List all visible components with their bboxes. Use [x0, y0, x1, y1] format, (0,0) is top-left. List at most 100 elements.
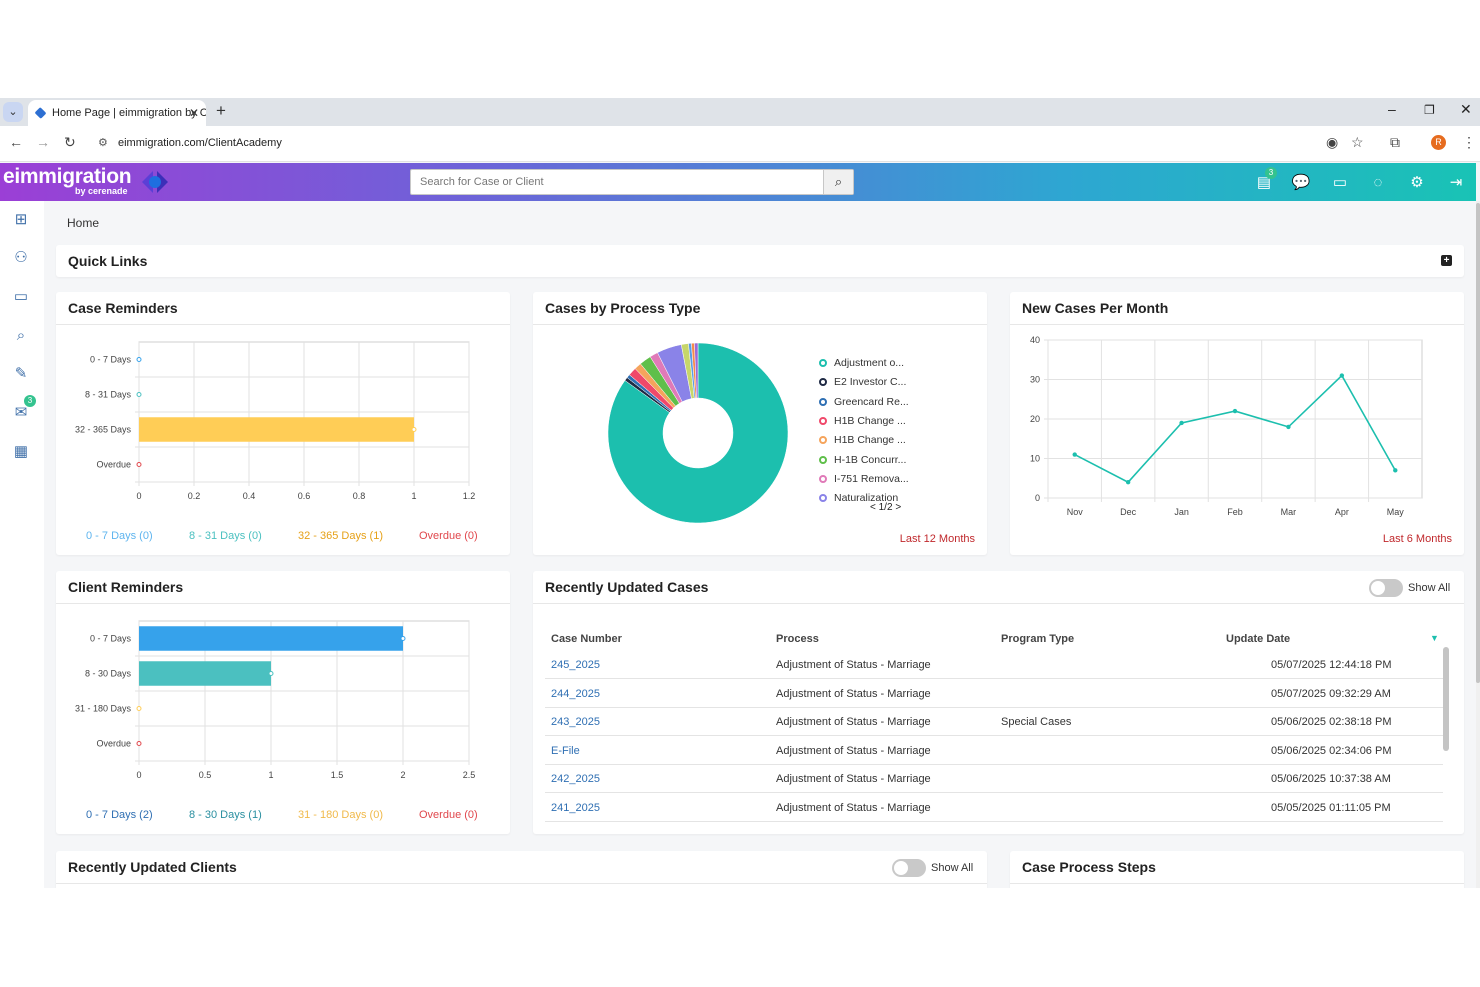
pie-slice	[694, 342, 699, 399]
settings-gear-icon[interactable]: ⚙	[1410, 174, 1424, 191]
table-row[interactable]: 241_2025 Adjustment of Status - Marriage 0…	[545, 794, 1443, 822]
update-date-cell: 05/06/2025 10:37:38 AM	[1271, 773, 1391, 786]
recent-clients-title: Recently Updated Clients	[68, 859, 237, 875]
pager-prev-icon[interactable]: <	[870, 502, 876, 513]
col-process[interactable]: Process	[776, 633, 819, 645]
line-point	[1286, 424, 1291, 430]
table-row[interactable]: 245_2025 Adjustment of Status - Marriage 0…	[545, 651, 1443, 679]
extensions-icon[interactable]: ⧉	[1390, 134, 1400, 150]
search-icon[interactable]: ⌕	[16, 327, 26, 344]
notification-badge: 3	[1265, 167, 1277, 179]
star-icon[interactable]: ☆	[1351, 134, 1364, 150]
case-number-link[interactable]: E-File	[551, 744, 580, 757]
sort-desc-icon[interactable]: ▼	[1430, 633, 1439, 643]
line-series	[1074, 374, 1396, 484]
chat-icon[interactable]: 💬	[1291, 174, 1311, 191]
tab-title: Home Page | eimmigration by C	[52, 107, 206, 119]
browser-tab[interactable]: Home Page | eimmigration by C ✕	[28, 100, 206, 126]
reload-icon[interactable]: ↻	[64, 134, 76, 150]
client-rem-category-label: 8 - 30 Days	[85, 669, 132, 679]
logout-icon[interactable]: ⇥	[1449, 174, 1463, 191]
line-ytick: 30	[1030, 375, 1040, 385]
profile-avatar[interactable]: R	[1431, 135, 1446, 150]
restore-icon[interactable]: ❐	[1424, 103, 1435, 117]
search-input[interactable]	[411, 170, 823, 194]
case-rem-bar-point	[136, 462, 142, 467]
new-cases-range-label: Last 6 Months	[1382, 533, 1452, 545]
pager-next-icon[interactable]: >	[895, 502, 902, 513]
case-number-link[interactable]: 245_2025	[551, 659, 600, 671]
case-legend-8-31[interactable]: 8 - 31 Days (0)	[189, 530, 262, 542]
case-legend-32-365[interactable]: 32 - 365 Days (1)	[298, 530, 383, 542]
show-all-cases-toggle[interactable]	[1369, 579, 1403, 597]
process-cell: Adjustment of Status - Marriage	[776, 659, 931, 671]
case-legend-overdue[interactable]: Overdue (0)	[419, 530, 478, 542]
table-row[interactable]: 243_2025 Adjustment of Status - Marriage S…	[545, 708, 1443, 737]
case-steps-card: Case Process Steps	[1010, 851, 1464, 888]
pie-legend-label: I-751 Remova...	[834, 472, 909, 485]
app-header: eimmigration by cerenade ⌕ ▤3 💬 ▭ ◌ ⚙ ⇥	[0, 163, 1476, 201]
recent-clients-card: Recently Updated Clients Show All	[56, 851, 987, 888]
case-reminders-title: Case Reminders	[68, 300, 178, 316]
window-close-icon[interactable]: ✕	[1460, 101, 1472, 117]
recent-cases-card: Recently Updated Cases Show All Case Num…	[533, 571, 1464, 834]
col-program-type[interactable]: Program Type	[1001, 633, 1075, 645]
sms-icon[interactable]: ▭	[1332, 174, 1348, 191]
tab-close-icon[interactable]: ✕	[188, 106, 199, 120]
help-chat-icon[interactable]: ◌	[1373, 174, 1383, 191]
eye-icon[interactable]: ◉	[1326, 134, 1339, 150]
client-legend-8-30[interactable]: 8 - 30 Days (1)	[189, 809, 262, 821]
case-number-link[interactable]: 243_2025	[551, 716, 600, 729]
table-row[interactable]: 242_2025 Adjustment of Status - Marriage 0…	[545, 765, 1443, 794]
client-rem-bar-point	[400, 636, 406, 641]
forward-icon[interactable]: →	[36, 134, 50, 150]
case-number-link[interactable]: 241_2025	[551, 802, 600, 814]
col-case-number[interactable]: Case Number	[551, 633, 622, 645]
client-legend-0-7[interactable]: 0 - 7 Days (2)	[86, 809, 153, 821]
pie-legend-label: H-1B Concurr...	[834, 453, 907, 466]
url-text[interactable]: eimmigration.com/ClientAcademy	[118, 137, 282, 149]
case-number-link[interactable]: 244_2025	[551, 687, 600, 700]
col-update-date[interactable]: Update Date	[1226, 633, 1291, 645]
line-xtick: Jan	[1174, 507, 1189, 517]
new-tab-icon[interactable]: +	[216, 101, 226, 120]
notifications-icon[interactable]: ▤ 3	[1253, 167, 1277, 194]
client-rem-bar-point	[136, 706, 142, 711]
show-all-clients-toggle[interactable]	[892, 859, 926, 877]
table-row[interactable]: E-File Adjustment of Status - Marriage 05/…	[545, 737, 1443, 765]
folder-icon[interactable]: ▭	[13, 288, 29, 305]
line-point	[1339, 373, 1345, 378]
client-rem-category-label: 31 - 180 Days	[75, 704, 132, 714]
wrench-icon[interactable]: ✎	[14, 365, 28, 382]
table-row[interactable]: 244_2025 Adjustment of Status - Marriage 0…	[545, 680, 1443, 708]
more-menu-icon[interactable]: ⋮	[1462, 134, 1476, 150]
breadcrumb[interactable]: Home	[67, 216, 100, 230]
back-icon[interactable]: ←	[9, 134, 23, 150]
client-rem-xtick: 1.5	[331, 770, 344, 780]
site-info-icon[interactable]: ⚙	[98, 137, 108, 149]
case-reminders-card: Case Reminders 0 0.2 0.4 0.6 0.8 1 1.2 0 - 7 Da…	[56, 292, 510, 555]
update-date-cell: 05/07/2025 12:44:18 PM	[1271, 659, 1392, 671]
logo-text[interactable]: eimmigration	[3, 165, 132, 188]
client-legend-overdue[interactable]: Overdue (0)	[419, 809, 478, 821]
search-button[interactable]: ⌕	[823, 170, 853, 194]
tab-search-icon[interactable]: ⌄	[3, 102, 23, 122]
client-rem-category-label: Overdue	[96, 739, 131, 749]
client-legend-31-180[interactable]: 31 - 180 Days (0)	[298, 809, 383, 821]
case-legend-0-7[interactable]: 0 - 7 Days (0)	[86, 530, 153, 542]
pie-pager: < 1/2 >	[870, 502, 901, 513]
line-xtick: May	[1387, 507, 1405, 517]
case-number-link[interactable]: 242_2025	[551, 773, 600, 786]
add-case-icon[interactable]: ⊞	[14, 211, 28, 228]
table-scrollbar[interactable]	[1443, 647, 1449, 751]
clients-user-icon[interactable]: ⚇	[14, 249, 28, 266]
expand-plus-icon[interactable]: +	[1441, 255, 1452, 266]
pie-legend-label: Greencard Re...	[834, 395, 909, 408]
client-rem-xtick: 2	[400, 770, 405, 780]
minimize-icon[interactable]: –	[1388, 101, 1396, 117]
calendar-icon[interactable]: ▦	[13, 443, 29, 460]
client-rem-xtick: 0.5	[199, 770, 212, 780]
mail-icon[interactable]: ✉ 3	[10, 395, 36, 424]
page-scrollbar[interactable]	[1476, 201, 1480, 888]
case-rem-category-label: 8 - 31 Days	[85, 390, 132, 400]
